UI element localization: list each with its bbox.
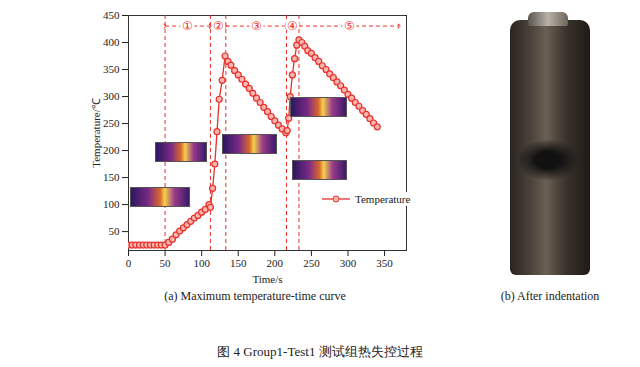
- svg-text:400: 400: [103, 36, 120, 48]
- svg-text:0: 0: [126, 257, 132, 269]
- svg-text:350: 350: [103, 63, 120, 75]
- svg-text:50: 50: [109, 225, 121, 237]
- svg-text:450: 450: [103, 9, 120, 21]
- svg-text:100: 100: [193, 257, 210, 269]
- svg-text:300: 300: [340, 257, 357, 269]
- svg-text:④: ④: [287, 19, 298, 33]
- svg-text:⑤: ⑤: [344, 19, 355, 33]
- svg-text:200: 200: [267, 257, 284, 269]
- svg-text:①: ①: [182, 19, 193, 33]
- svg-text:350: 350: [376, 257, 393, 269]
- svg-text:100: 100: [103, 198, 120, 210]
- svg-text:50: 50: [160, 257, 172, 269]
- html-text:Temperature: Temperature: [355, 193, 411, 205]
- svg-text:300: 300: [103, 90, 120, 102]
- svg-text:150: 150: [103, 171, 120, 183]
- svg-text:③: ③: [251, 19, 262, 33]
- svg-text:200: 200: [103, 144, 120, 156]
- svg-text:250: 250: [303, 257, 320, 269]
- svg-text:250: 250: [103, 117, 120, 129]
- html-text:图 4 Group1-Test1 测试组热失控过程: 图 4 Group1-Test1 测试组热失控过程: [217, 344, 423, 359]
- svg-text:Temperature/℃: Temperature/℃: [90, 98, 102, 167]
- html-text:(b) After indentation: (b) After indentation: [500, 289, 600, 303]
- svg-text:150: 150: [230, 257, 247, 269]
- svg-text:Time/s: Time/s: [252, 273, 282, 285]
- html-text:(a) Maximum temperature-time c: (a) Maximum temperature-time curve: [164, 289, 346, 303]
- svg-text:②: ②: [213, 19, 224, 33]
